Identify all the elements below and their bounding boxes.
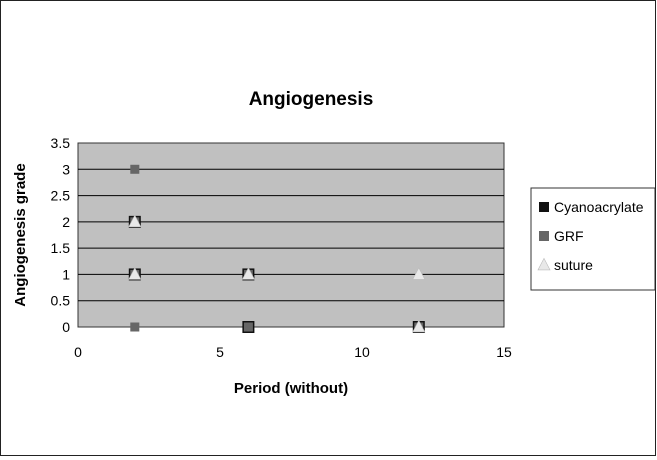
- y-tick-label: 0.5: [51, 293, 71, 309]
- x-axis-label: Period (without): [234, 380, 348, 397]
- y-tick-label: 0: [62, 319, 70, 335]
- data-point-suture: [128, 267, 142, 280]
- data-point-suture: [412, 319, 426, 333]
- y-tick-label: 1.5: [51, 240, 71, 256]
- legend-box: [530, 187, 656, 291]
- y-tick-label: 3: [62, 161, 70, 177]
- x-tick-label: 15: [496, 344, 512, 360]
- x-tick-label: 0: [74, 344, 82, 360]
- legend-marker-suture: [537, 257, 551, 271]
- y-axis-label: Angiogenesis grade: [12, 163, 29, 306]
- x-tick-label: 5: [216, 344, 224, 360]
- data-point-grf: [130, 164, 140, 174]
- chart-title: Angiogenesis: [249, 89, 374, 110]
- plot-area: [77, 142, 505, 328]
- y-tick-label: 2: [62, 214, 70, 230]
- data-point-grf: [130, 322, 140, 332]
- x-tick-label: 10: [354, 344, 370, 360]
- data-point-suture: [128, 214, 142, 228]
- data-point-suture: [241, 267, 255, 280]
- y-tick-label: 1: [62, 266, 70, 282]
- x-tick-labels: 0 5 10 15: [74, 344, 512, 360]
- data-point-grf: [243, 322, 253, 332]
- legend-label-suture: suture: [554, 257, 593, 273]
- y-tick-labels: 0 0.5 1 1.5 2 2.5 3 3.5: [51, 135, 71, 335]
- legend-label-grf: GRF: [554, 228, 584, 244]
- y-tick-label: 3.5: [51, 135, 71, 151]
- data-points: [128, 164, 426, 333]
- legend-marker-cyanoacrylate: [539, 202, 549, 212]
- data-point-suture: [412, 267, 426, 280]
- gridlines: [78, 168, 504, 302]
- legend: Cyanoacrylate GRF suture: [537, 199, 644, 273]
- legend-marker-grf: [539, 231, 549, 241]
- legend-label-cyanoacrylate: Cyanoacrylate: [554, 199, 644, 215]
- y-tick-label: 2.5: [51, 188, 71, 204]
